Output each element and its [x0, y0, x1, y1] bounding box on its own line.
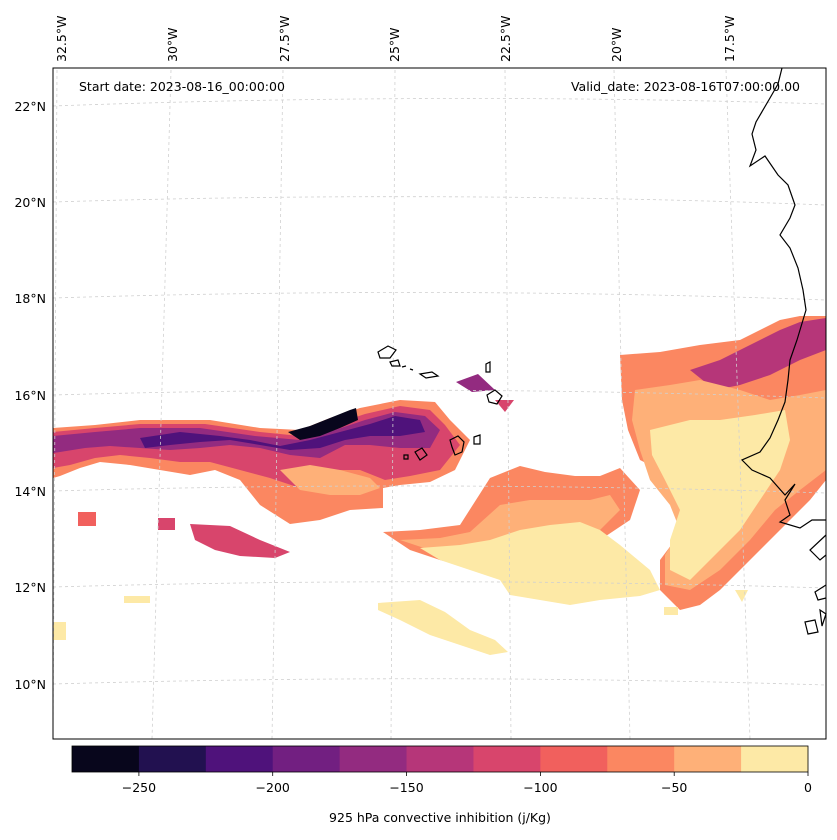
cape-verde-sao-vicente — [389, 359, 401, 367]
cin-patch-2 — [158, 518, 175, 530]
colorbar-swatch — [72, 746, 140, 772]
cape-verde-sao-nicolau — [418, 371, 440, 379]
colorbar-border — [71, 745, 809, 773]
cin-region-west-min — [288, 408, 358, 440]
cape-verde-boa-vista — [486, 389, 503, 405]
cin-patch-3 — [190, 524, 290, 558]
colorbar-tick-label: −200 — [256, 780, 290, 795]
valid-date-label: Valid_date: 2023-08-16T07:00:00.00 — [571, 79, 800, 94]
cin-region-central-pale — [420, 522, 660, 605]
lat-label-10n: 10°N — [14, 677, 46, 692]
colorbar-swatches — [72, 746, 809, 772]
colorbar-swatch — [205, 746, 274, 772]
coast-inlet-2 — [814, 584, 827, 601]
start-date-label: Start date: 2023-08-16_00:00:00 — [79, 79, 285, 94]
cin-fields — [53, 316, 826, 655]
colorbar-swatch — [406, 746, 474, 772]
colorbar-swatch — [540, 746, 608, 772]
cin-patch-6 — [456, 374, 495, 392]
cape-verde-small-islets — [401, 365, 414, 371]
cin-patch-5 — [53, 622, 66, 640]
lon-label-25w: 25°W — [387, 27, 402, 62]
colorbar-swatch — [272, 746, 341, 772]
colorbar-tick-label: −250 — [122, 780, 156, 795]
colorbar-ticks — [138, 772, 809, 776]
colorbar-swatch — [339, 746, 408, 772]
colorbar-tick-label: −50 — [661, 780, 687, 795]
lat-label-12n: 12°N — [14, 580, 46, 595]
cin-patch-8 — [664, 607, 678, 615]
cin-region-south — [378, 600, 508, 655]
colorbar-tick-label: 0 — [804, 780, 812, 795]
lat-label-14n: 14°N — [14, 484, 46, 499]
lat-label-18n: 18°N — [14, 291, 46, 306]
lat-label-16n: 16°N — [14, 388, 46, 403]
coastlines — [377, 67, 827, 635]
lat-label-20n: 20°N — [14, 195, 46, 210]
colorbar-tick-label: −100 — [523, 780, 557, 795]
lon-label-22-5w: 22.5°W — [498, 16, 513, 62]
parallel-22n — [52, 98, 827, 107]
cin-patch-7 — [495, 400, 514, 412]
cape-verde-santo-antao — [377, 345, 397, 359]
parallel-12n — [52, 581, 827, 589]
african-coastline — [740, 67, 826, 529]
map-frame-border — [52, 67, 827, 740]
lon-label-20w: 20°W — [609, 27, 624, 62]
colorbar-swatch — [138, 746, 207, 772]
lon-label-32-5w: 32.5°W — [54, 16, 69, 62]
coast-islands-bijagos — [804, 608, 827, 635]
lon-label-30w: 30°W — [165, 27, 180, 62]
cape-verde-brava — [403, 454, 409, 460]
colorbar-swatch — [607, 746, 675, 772]
cin-region-west-warm — [280, 465, 380, 495]
colorbar-swatch — [741, 746, 809, 772]
lon-label-27-5w: 27.5°W — [277, 16, 292, 62]
colorbar-tick-labels: −250 −200 −150 −100 −50 0 — [122, 780, 812, 795]
graticule — [52, 69, 827, 740]
colorbar-swatch — [674, 746, 742, 772]
lat-label-22n: 22°N — [14, 99, 46, 114]
colorbar-swatch — [473, 746, 541, 772]
cape-verde-sal — [485, 361, 491, 373]
cin-region-west-core — [140, 416, 425, 450]
latitude-labels: 22°N 20°N 18°N 16°N 14°N 12°N 10°N — [14, 99, 46, 692]
colorbar-tick-label: −150 — [389, 780, 423, 795]
cape-verde-fogo — [414, 447, 428, 461]
cape-verde-santiago — [449, 435, 465, 456]
lon-label-17-5w: 17.5°W — [722, 16, 737, 62]
cin-patch-4 — [124, 596, 150, 603]
cin-region-east-core — [690, 318, 826, 390]
cin-region-east-pale — [650, 410, 790, 580]
parallel-14n — [52, 485, 827, 494]
parallel-18n — [52, 292, 827, 301]
colorbar: −250 −200 −150 −100 −50 0 925 hPa convec… — [71, 745, 812, 825]
cin-patch-1 — [78, 512, 96, 526]
coast-inlet-1 — [809, 534, 827, 561]
longitude-labels: 32.5°W 30°W 27.5°W 25°W 22.5°W 20°W 17.5… — [54, 16, 737, 62]
colorbar-label: 925 hPa convective inhibition (j/Kg) — [329, 810, 551, 825]
parallel-20n — [52, 196, 827, 206]
parallel-16n — [52, 389, 827, 399]
parallel-10n — [52, 678, 827, 686]
cape-verde-maio — [473, 434, 481, 445]
